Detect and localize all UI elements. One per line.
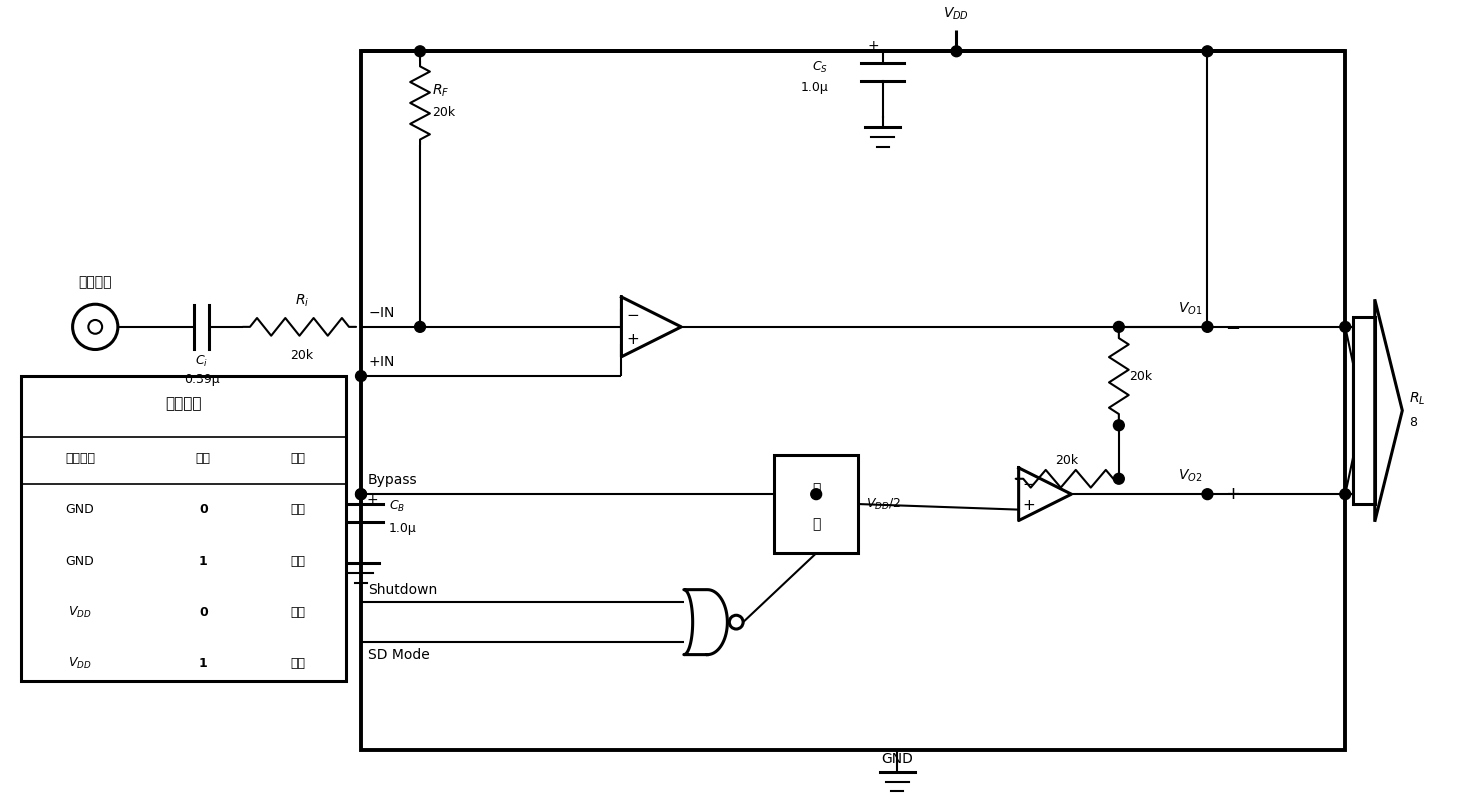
Text: 1.0μ: 1.0μ [388, 522, 416, 535]
Circle shape [729, 615, 744, 629]
Text: 关断控制: 关断控制 [166, 396, 201, 411]
Text: GND: GND [66, 554, 94, 567]
Text: $C_B$: $C_B$ [388, 499, 404, 513]
Text: $V_{DD}/2$: $V_{DD}/2$ [866, 496, 901, 512]
Text: 0: 0 [198, 504, 207, 516]
Circle shape [1113, 321, 1125, 332]
Text: 关断: 关断 [290, 504, 304, 516]
Text: 状态: 状态 [290, 452, 304, 466]
Text: $R_F$: $R_F$ [432, 82, 450, 98]
Text: GND: GND [882, 752, 913, 766]
Bar [775, 455, 858, 554]
Text: $V_{O1}$: $V_{O1}$ [1177, 301, 1202, 317]
Text: $-$IN: $-$IN [368, 306, 394, 320]
Text: $C_S$: $C_S$ [813, 60, 829, 74]
Polygon shape [684, 590, 728, 654]
Text: 20k: 20k [291, 349, 313, 362]
Circle shape [415, 321, 425, 332]
Circle shape [1202, 489, 1213, 500]
Text: $-$: $-$ [1225, 318, 1241, 336]
Text: 1.0μ: 1.0μ [801, 82, 829, 94]
Bar [1352, 317, 1374, 504]
Text: $R_L$: $R_L$ [1410, 391, 1426, 407]
Circle shape [356, 370, 366, 382]
Text: $+$: $+$ [1022, 498, 1035, 513]
Text: $V_{DD}$: $V_{DD}$ [944, 6, 969, 22]
Circle shape [1202, 46, 1213, 56]
Bar [362, 52, 1345, 750]
Circle shape [1113, 474, 1125, 484]
Text: 置: 置 [811, 516, 820, 531]
Text: Bypass: Bypass [368, 473, 417, 487]
Text: 20k: 20k [1129, 370, 1152, 383]
Text: 音频输入: 音频输入 [78, 275, 112, 290]
Text: $+$IN: $+$IN [368, 355, 394, 369]
Text: $+$: $+$ [626, 332, 639, 347]
Text: SD Mode: SD Mode [368, 648, 429, 662]
Text: $C_i$: $C_i$ [196, 353, 209, 369]
Text: 0: 0 [198, 606, 207, 619]
Text: 20k: 20k [432, 107, 456, 119]
Bar [22, 376, 347, 681]
Text: $+$: $+$ [1225, 485, 1241, 504]
Text: 关断: 关断 [196, 452, 210, 466]
Text: 8: 8 [1410, 416, 1417, 429]
Text: +: + [867, 40, 879, 53]
Text: +: + [368, 493, 378, 507]
Text: 接通: 接通 [290, 606, 304, 619]
Text: 1: 1 [198, 554, 207, 567]
Text: 偏: 偏 [811, 483, 820, 496]
Circle shape [1339, 321, 1351, 332]
Circle shape [1202, 321, 1213, 332]
Text: 20k: 20k [1055, 454, 1078, 467]
Circle shape [1339, 489, 1351, 500]
Text: 0.39μ: 0.39μ [184, 373, 219, 386]
Circle shape [951, 46, 961, 56]
Circle shape [1113, 420, 1125, 431]
Circle shape [356, 489, 366, 500]
Text: $-$: $-$ [626, 307, 639, 321]
Text: GND: GND [66, 504, 94, 516]
Text: $R_i$: $R_i$ [295, 293, 309, 309]
Text: Shutdown: Shutdown [368, 583, 437, 596]
Text: $V_{DD}$: $V_{DD}$ [68, 656, 91, 671]
Circle shape [811, 489, 822, 500]
Text: 关断: 关断 [290, 657, 304, 670]
Circle shape [415, 46, 425, 56]
Text: 关断模式: 关断模式 [65, 452, 96, 466]
Text: 1: 1 [198, 657, 207, 670]
Text: $V_{O2}$: $V_{O2}$ [1177, 468, 1202, 484]
Text: $-$: $-$ [1022, 475, 1035, 491]
Text: $V_{DD}$: $V_{DD}$ [68, 604, 91, 620]
Text: 接通: 接通 [290, 554, 304, 567]
Circle shape [356, 489, 366, 500]
